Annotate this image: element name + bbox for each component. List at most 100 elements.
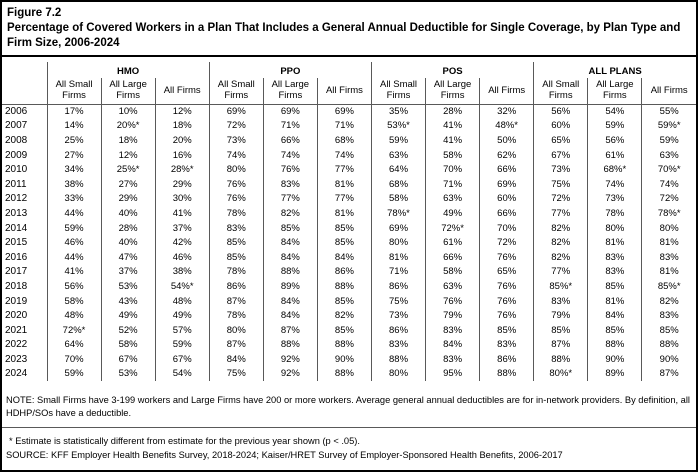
subheader-ppo-all: All Firms xyxy=(316,78,372,105)
value-cell: 61% xyxy=(425,235,480,250)
value-cell: 59% xyxy=(46,220,102,236)
value-cell: 68%* xyxy=(587,162,642,177)
note-text: NOTE: Small Firms have 3-199 workers and… xyxy=(6,395,690,419)
value-cell: 79% xyxy=(533,308,588,323)
value-cell: 18% xyxy=(100,133,156,148)
value-cell: 79% xyxy=(425,308,480,323)
value-cell: 76% xyxy=(479,279,534,294)
value-cell: 71% xyxy=(425,176,480,192)
value-cell: 80% xyxy=(370,366,426,382)
table-row: 2019 58% 43% 48% 87% 84% 85% 75% 76% 76% 83% 81% 82% xyxy=(2,293,696,309)
value-cell: 83% xyxy=(208,220,264,236)
value-cell: 84% xyxy=(262,249,318,265)
value-cell: 37% xyxy=(154,220,210,236)
value-cell: 72% xyxy=(479,235,534,250)
value-cell: 67% xyxy=(100,352,156,367)
subheader-hmo-large: All Large Firms xyxy=(100,78,156,105)
value-cell: 50% xyxy=(479,133,534,148)
value-cell: 74% xyxy=(262,147,318,163)
value-cell: 76% xyxy=(425,293,480,309)
table-row: 2017 41% 37% 38% 78% 88% 86% 71% 58% 65% 77% 83% 81% xyxy=(2,264,696,280)
value-cell: 86% xyxy=(479,352,534,367)
table-row: 2021 72%* 52% 57% 80% 87% 85% 86% 83% 85% 85% 85% 85… xyxy=(2,322,696,338)
value-cell: 48% xyxy=(46,308,102,323)
value-cell: 85%* xyxy=(533,279,588,294)
value-cell: 69% xyxy=(479,176,534,192)
value-cell: 53%* xyxy=(370,118,426,134)
value-cell: 66% xyxy=(262,133,318,148)
value-cell: 77% xyxy=(316,191,372,207)
value-cell: 72%* xyxy=(46,322,102,338)
value-cell: 78% xyxy=(208,264,264,280)
value-cell: 73% xyxy=(533,162,588,177)
value-cell: 38% xyxy=(154,264,210,280)
value-cell: 76% xyxy=(262,162,318,177)
value-cell: 81% xyxy=(641,235,696,250)
value-cell: 64% xyxy=(370,162,426,177)
subheader-ppo-small: All Small Firms xyxy=(208,78,264,105)
value-cell: 88% xyxy=(479,366,534,382)
value-cell: 32% xyxy=(479,104,534,119)
value-cell: 59% xyxy=(587,118,642,134)
value-cell: 88% xyxy=(316,279,372,294)
year-cell: 2014 xyxy=(5,222,28,234)
table-row: 2022 64% 58% 59% 87% 88% 88% 83% 84% 83% 87% 88% 88% xyxy=(2,337,696,353)
value-cell: 85%* xyxy=(641,279,696,294)
value-cell: 40% xyxy=(100,235,156,250)
year-cell: 2019 xyxy=(5,295,28,307)
value-cell: 67% xyxy=(533,147,588,163)
value-cell: 61% xyxy=(587,147,642,163)
deductible-table: HMO PPO POS ALL PLANS All Small Firms Al… xyxy=(2,62,696,382)
value-cell: 34% xyxy=(46,162,102,177)
value-cell: 60% xyxy=(533,118,588,134)
value-cell: 70% xyxy=(425,162,480,177)
value-cell: 69% xyxy=(262,104,318,119)
subheader-hmo-all: All Firms xyxy=(154,78,210,105)
value-cell: 83% xyxy=(425,352,480,367)
subheader-pos-small: All Small Firms xyxy=(370,78,426,105)
source-line: SOURCE: KFF Employer Health Benefits Sur… xyxy=(6,450,563,460)
value-cell: 73% xyxy=(587,191,642,207)
value-cell: 48% xyxy=(154,293,210,309)
value-cell: 56% xyxy=(587,133,642,148)
value-cell: 81% xyxy=(316,176,372,192)
group-header-all-plans: ALL PLANS xyxy=(533,62,696,78)
table-header: HMO PPO POS ALL PLANS All Small Firms Al… xyxy=(2,62,696,105)
table-row: 2008 25% 18% 20% 73% 66% 68% 59% 41% 50% 65% 56% 59% xyxy=(2,133,696,148)
value-cell: 54%* xyxy=(154,279,210,294)
subheader-allplans-small: All Small Firms xyxy=(533,78,588,105)
value-cell: 88% xyxy=(533,352,588,367)
value-cell: 69% xyxy=(370,220,426,236)
value-cell: 53% xyxy=(100,366,156,382)
value-cell: 76% xyxy=(479,308,534,323)
value-cell: 87% xyxy=(262,322,318,338)
value-cell: 63% xyxy=(641,147,696,163)
table-row: 2013 44% 40% 41% 78% 82% 81% 78%* 49% 66% 77% 78% 78… xyxy=(2,206,696,221)
value-cell: 30% xyxy=(154,191,210,207)
value-cell: 76% xyxy=(208,176,264,192)
value-cell: 83% xyxy=(479,337,534,353)
year-cell: 2020 xyxy=(5,310,28,322)
value-cell: 77% xyxy=(262,191,318,207)
value-cell: 65% xyxy=(479,264,534,280)
value-cell: 83% xyxy=(370,337,426,353)
value-cell: 85% xyxy=(316,322,372,338)
value-cell: 92% xyxy=(262,366,318,382)
sub-header-row: All Small Firms All Large Firms All Firm… xyxy=(2,78,696,105)
value-cell: 17% xyxy=(46,104,102,119)
value-cell: 87% xyxy=(641,366,696,382)
value-cell: 90% xyxy=(587,352,642,367)
value-cell: 76% xyxy=(479,249,534,265)
value-cell: 71% xyxy=(316,118,372,134)
value-cell: 84% xyxy=(587,308,642,323)
value-cell: 83% xyxy=(425,322,480,338)
table-row: 2011 38% 27% 29% 76% 83% 81% 68% 71% 69% 75% 74% 74% xyxy=(2,176,696,192)
value-cell: 28% xyxy=(425,104,480,119)
value-cell: 40% xyxy=(100,206,156,221)
value-cell: 73% xyxy=(208,133,264,148)
year-cell: 2021 xyxy=(5,324,28,336)
figure-title: Percentage of Covered Workers in a Plan … xyxy=(7,22,681,49)
value-cell: 84% xyxy=(208,352,264,367)
value-cell: 47% xyxy=(100,249,156,265)
significance-footnote: * Estimate is statistically different fr… xyxy=(9,436,360,446)
